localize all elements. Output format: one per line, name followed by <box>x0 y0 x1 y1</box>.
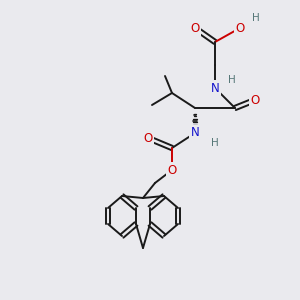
Text: H: H <box>211 136 219 149</box>
Text: H: H <box>228 75 236 85</box>
Text: H: H <box>211 138 219 148</box>
Text: H: H <box>252 13 260 23</box>
Text: N: N <box>211 82 219 94</box>
Text: O: O <box>143 131 153 145</box>
Text: O: O <box>190 22 200 34</box>
Text: O: O <box>236 22 244 34</box>
Text: N: N <box>190 127 200 140</box>
Text: O: O <box>167 164 177 176</box>
Text: O: O <box>250 94 260 106</box>
Text: H: H <box>252 11 260 25</box>
Text: O: O <box>167 164 177 176</box>
Text: H: H <box>228 74 236 86</box>
